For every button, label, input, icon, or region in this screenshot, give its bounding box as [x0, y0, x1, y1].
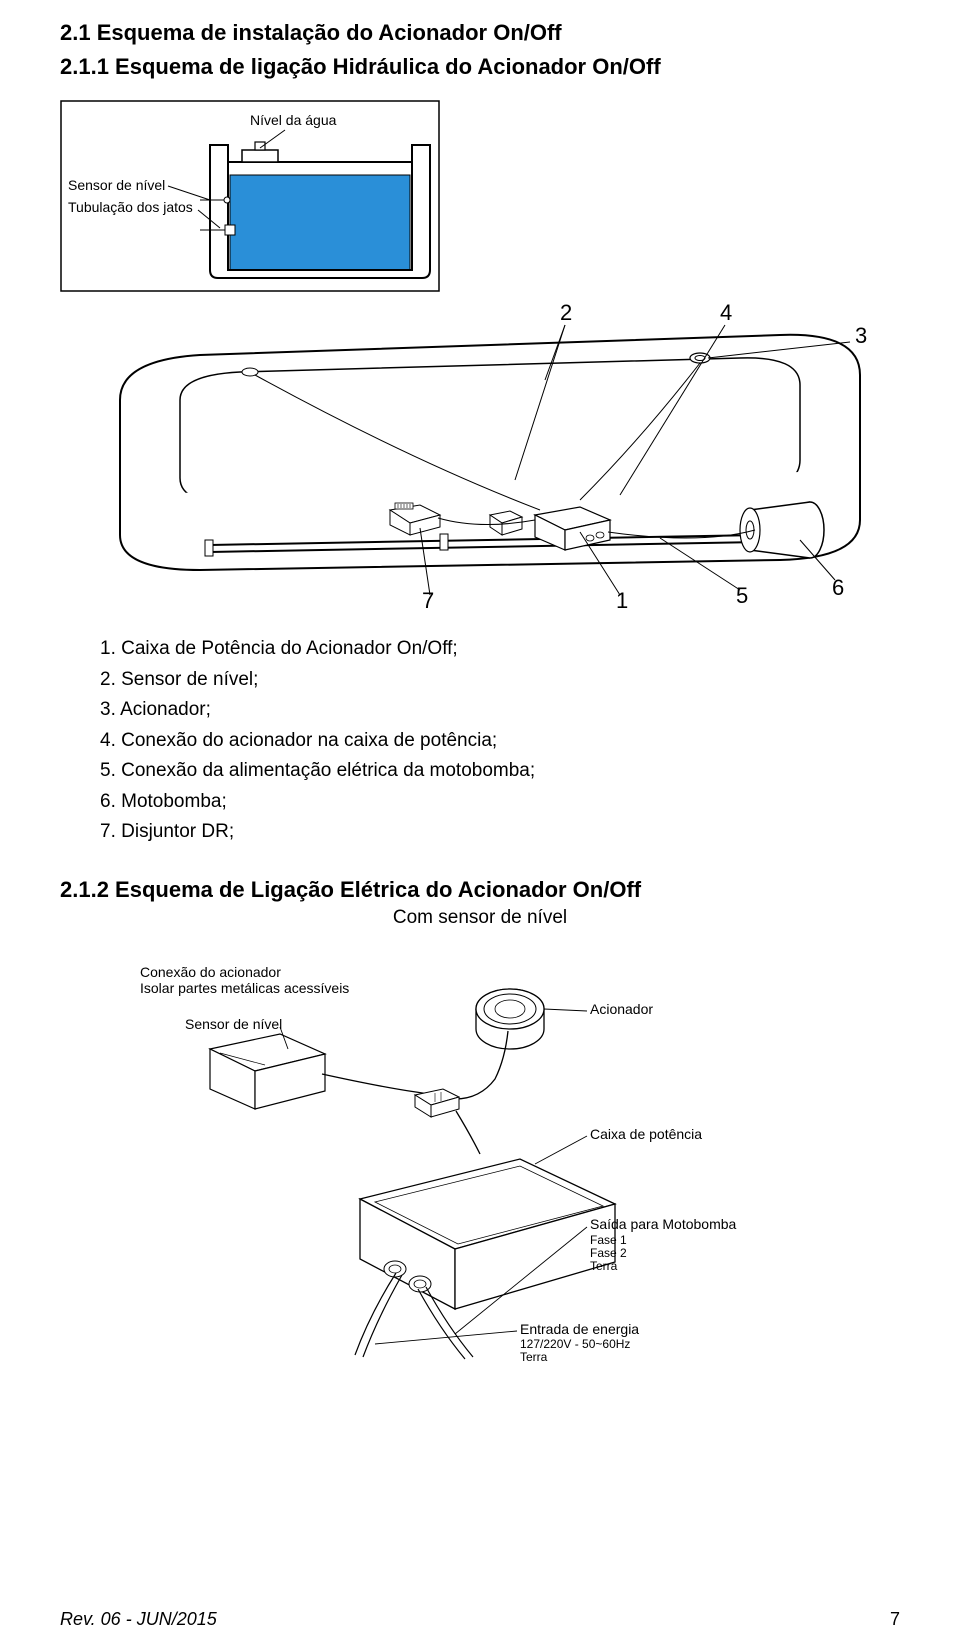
label-saida-f2: Fase 2 — [590, 1246, 627, 1260]
legend-item-7: 7. Disjuntor DR; — [100, 818, 900, 847]
legend-item-3: 3. Acionador; — [100, 696, 900, 725]
main-tub-diagram: 2 4 3 7 1 5 6 — [120, 300, 867, 610]
callout-3: 3 — [855, 323, 867, 348]
hydraulic-diagram: Nível da água Sensor de nível Tubulação … — [60, 100, 900, 615]
label-saida-f1: Fase 1 — [590, 1233, 627, 1247]
callout-7: 7 — [422, 588, 434, 610]
inset-diagram: Nível da água Sensor de nível Tubulação … — [61, 101, 439, 291]
callout-2: 2 — [560, 300, 572, 325]
callout-1: 1 — [616, 588, 628, 610]
subheading-com-sensor: Com sensor de nível — [60, 907, 900, 929]
callout-6: 6 — [832, 575, 844, 600]
footer-revision: Rev. 06 - JUN/2015 — [60, 1609, 217, 1630]
label-acionador: Acionador — [590, 1001, 653, 1017]
label-saida: Saída para Motobomba — [590, 1216, 737, 1232]
footer-page-number: 7 — [890, 1609, 900, 1630]
label-conexao: Conexão do acionador — [140, 964, 281, 980]
label-caixa: Caixa de potência — [590, 1126, 702, 1142]
label-sensor-nivel: Sensor de nível — [68, 177, 165, 193]
legend-item-1: 1. Caixa de Potência do Acionador On/Off… — [100, 635, 900, 664]
label-entrada-terra: Terra — [520, 1350, 548, 1364]
section-heading-21: 2.1 Esquema de instalação do Acionador O… — [60, 20, 900, 46]
label-isolar: Isolar partes metálicas acessíveis — [140, 980, 349, 996]
callout-4: 4 — [720, 300, 732, 325]
label-tubulacao: Tubulação dos jatos — [68, 199, 193, 215]
legend-item-6: 6. Motobomba; — [100, 788, 900, 817]
label-nivel-agua: Nível da água — [250, 112, 337, 128]
callout-5: 5 — [736, 583, 748, 608]
legend-list: 1. Caixa de Potência do Acionador On/Off… — [100, 635, 900, 847]
label-sensor: Sensor de nível — [185, 1016, 282, 1032]
section-heading-211: 2.1.1 Esquema de ligação Hidráulica do A… — [60, 54, 900, 80]
legend-item-4: 4. Conexão do acionador na caixa de potê… — [100, 727, 900, 756]
label-entrada-v: 127/220V - 50~60Hz — [520, 1337, 630, 1351]
electrical-diagram: Conexão do acionador Isolar partes metál… — [60, 939, 900, 1374]
legend-item-2: 2. Sensor de nível; — [100, 666, 900, 695]
page-footer: Rev. 06 - JUN/2015 7 — [60, 1609, 900, 1630]
label-saida-terra: Terra — [590, 1259, 618, 1273]
section-heading-212: 2.1.2 Esquema de Ligação Elétrica do Aci… — [60, 877, 900, 903]
legend-item-5: 5. Conexão da alimentação elétrica da mo… — [100, 757, 900, 786]
label-entrada: Entrada de energia — [520, 1321, 639, 1337]
